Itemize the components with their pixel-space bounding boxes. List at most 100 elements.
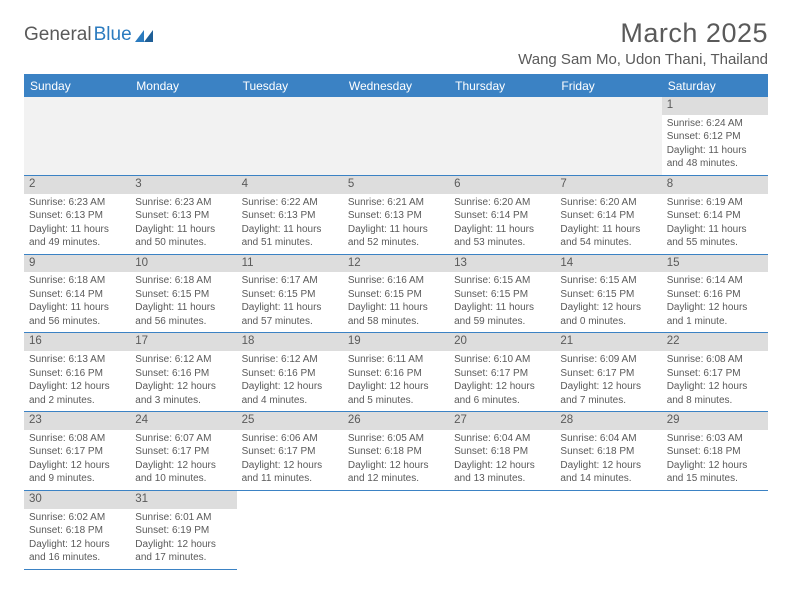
sunset-line: Sunset: 6:17 PM	[560, 367, 656, 381]
day-number: 18	[237, 333, 343, 351]
calendar-cell: 22Sunrise: 6:08 AMSunset: 6:17 PMDayligh…	[662, 333, 768, 412]
daylight-line: Daylight: 12 hours and 14 minutes.	[560, 459, 656, 486]
calendar-cell: 16Sunrise: 6:13 AMSunset: 6:16 PMDayligh…	[24, 333, 130, 412]
calendar-week-row: 9Sunrise: 6:18 AMSunset: 6:14 PMDaylight…	[24, 254, 768, 333]
sunset-line: Sunset: 6:16 PM	[135, 367, 231, 381]
sunrise-line: Sunrise: 6:11 AM	[348, 353, 444, 367]
sunrise-line: Sunrise: 6:18 AM	[135, 274, 231, 288]
sunrise-line: Sunrise: 6:04 AM	[454, 432, 550, 446]
day-number: 13	[449, 255, 555, 273]
day-number: 8	[662, 176, 768, 194]
day-number: 25	[237, 412, 343, 430]
daylight-line: Daylight: 12 hours and 6 minutes.	[454, 380, 550, 407]
calendar-cell: 28Sunrise: 6:04 AMSunset: 6:18 PMDayligh…	[555, 412, 661, 491]
day-details: Sunrise: 6:08 AMSunset: 6:17 PMDaylight:…	[24, 430, 130, 490]
day-details: Sunrise: 6:08 AMSunset: 6:17 PMDaylight:…	[662, 351, 768, 411]
day-details: Sunrise: 6:05 AMSunset: 6:18 PMDaylight:…	[343, 430, 449, 490]
calendar-cell: 10Sunrise: 6:18 AMSunset: 6:15 PMDayligh…	[130, 254, 236, 333]
day-details: Sunrise: 6:16 AMSunset: 6:15 PMDaylight:…	[343, 272, 449, 332]
daylight-line: Daylight: 12 hours and 7 minutes.	[560, 380, 656, 407]
daylight-line: Daylight: 11 hours and 53 minutes.	[454, 223, 550, 250]
calendar-cell: 30Sunrise: 6:02 AMSunset: 6:18 PMDayligh…	[24, 490, 130, 569]
day-details: Sunrise: 6:15 AMSunset: 6:15 PMDaylight:…	[449, 272, 555, 332]
sunset-line: Sunset: 6:15 PM	[242, 288, 338, 302]
day-details: Sunrise: 6:23 AMSunset: 6:13 PMDaylight:…	[130, 194, 236, 254]
sunset-line: Sunset: 6:14 PM	[667, 209, 763, 223]
sunrise-line: Sunrise: 6:15 AM	[560, 274, 656, 288]
sunset-line: Sunset: 6:14 PM	[29, 288, 125, 302]
daylight-line: Daylight: 12 hours and 8 minutes.	[667, 380, 763, 407]
daylight-line: Daylight: 11 hours and 50 minutes.	[135, 223, 231, 250]
day-details: Sunrise: 6:03 AMSunset: 6:18 PMDaylight:…	[662, 430, 768, 490]
calendar-cell: 27Sunrise: 6:04 AMSunset: 6:18 PMDayligh…	[449, 412, 555, 491]
sunset-line: Sunset: 6:17 PM	[667, 367, 763, 381]
header: GeneralBlue March 2025 Wang Sam Mo, Udon…	[24, 18, 768, 68]
calendar-cell: 14Sunrise: 6:15 AMSunset: 6:15 PMDayligh…	[555, 254, 661, 333]
day-number: 14	[555, 255, 661, 273]
sunrise-line: Sunrise: 6:18 AM	[29, 274, 125, 288]
sunrise-line: Sunrise: 6:24 AM	[667, 117, 763, 131]
day-number: 11	[237, 255, 343, 273]
sunrise-line: Sunrise: 6:15 AM	[454, 274, 550, 288]
sunset-line: Sunset: 6:18 PM	[29, 524, 125, 538]
calendar-cell: 18Sunrise: 6:12 AMSunset: 6:16 PMDayligh…	[237, 333, 343, 412]
sunrise-line: Sunrise: 6:20 AM	[560, 196, 656, 210]
calendar-cell: 12Sunrise: 6:16 AMSunset: 6:15 PMDayligh…	[343, 254, 449, 333]
calendar-cell: 19Sunrise: 6:11 AMSunset: 6:16 PMDayligh…	[343, 333, 449, 412]
day-number: 9	[24, 255, 130, 273]
day-details: Sunrise: 6:06 AMSunset: 6:17 PMDaylight:…	[237, 430, 343, 490]
daylight-line: Daylight: 12 hours and 4 minutes.	[242, 380, 338, 407]
day-number: 6	[449, 176, 555, 194]
title-block: March 2025 Wang Sam Mo, Udon Thani, Thai…	[518, 18, 768, 68]
day-number: 28	[555, 412, 661, 430]
day-details: Sunrise: 6:13 AMSunset: 6:16 PMDaylight:…	[24, 351, 130, 411]
calendar-cell	[24, 97, 130, 175]
day-details: Sunrise: 6:12 AMSunset: 6:16 PMDaylight:…	[237, 351, 343, 411]
calendar-cell: 2Sunrise: 6:23 AMSunset: 6:13 PMDaylight…	[24, 175, 130, 254]
sunrise-line: Sunrise: 6:21 AM	[348, 196, 444, 210]
daylight-line: Daylight: 12 hours and 5 minutes.	[348, 380, 444, 407]
weekday-header-row: Sunday Monday Tuesday Wednesday Thursday…	[24, 75, 768, 97]
daylight-line: Daylight: 12 hours and 1 minute.	[667, 301, 763, 328]
sunset-line: Sunset: 6:13 PM	[135, 209, 231, 223]
sunset-line: Sunset: 6:17 PM	[242, 445, 338, 459]
sunset-line: Sunset: 6:18 PM	[560, 445, 656, 459]
day-details: Sunrise: 6:19 AMSunset: 6:14 PMDaylight:…	[662, 194, 768, 254]
sunrise-line: Sunrise: 6:16 AM	[348, 274, 444, 288]
sunrise-line: Sunrise: 6:09 AM	[560, 353, 656, 367]
sunset-line: Sunset: 6:17 PM	[454, 367, 550, 381]
calendar-cell	[343, 97, 449, 175]
sunrise-line: Sunrise: 6:14 AM	[667, 274, 763, 288]
calendar-cell	[555, 490, 661, 569]
calendar-week-row: 23Sunrise: 6:08 AMSunset: 6:17 PMDayligh…	[24, 412, 768, 491]
calendar-cell	[130, 97, 236, 175]
daylight-line: Daylight: 12 hours and 0 minutes.	[560, 301, 656, 328]
day-details: Sunrise: 6:04 AMSunset: 6:18 PMDaylight:…	[555, 430, 661, 490]
day-details: Sunrise: 6:22 AMSunset: 6:13 PMDaylight:…	[237, 194, 343, 254]
sunset-line: Sunset: 6:14 PM	[560, 209, 656, 223]
day-number: 31	[130, 491, 236, 509]
daylight-line: Daylight: 12 hours and 9 minutes.	[29, 459, 125, 486]
sunset-line: Sunset: 6:16 PM	[667, 288, 763, 302]
calendar-cell: 17Sunrise: 6:12 AMSunset: 6:16 PMDayligh…	[130, 333, 236, 412]
day-number: 2	[24, 176, 130, 194]
sunset-line: Sunset: 6:15 PM	[560, 288, 656, 302]
weekday-header: Wednesday	[343, 75, 449, 97]
calendar-table: Sunday Monday Tuesday Wednesday Thursday…	[24, 75, 768, 570]
sunset-line: Sunset: 6:19 PM	[135, 524, 231, 538]
calendar-cell	[237, 490, 343, 569]
sunrise-line: Sunrise: 6:17 AM	[242, 274, 338, 288]
daylight-line: Daylight: 11 hours and 52 minutes.	[348, 223, 444, 250]
calendar-cell: 25Sunrise: 6:06 AMSunset: 6:17 PMDayligh…	[237, 412, 343, 491]
day-details: Sunrise: 6:07 AMSunset: 6:17 PMDaylight:…	[130, 430, 236, 490]
day-number: 5	[343, 176, 449, 194]
day-number: 4	[237, 176, 343, 194]
sunset-line: Sunset: 6:13 PM	[348, 209, 444, 223]
sunrise-line: Sunrise: 6:08 AM	[667, 353, 763, 367]
day-details: Sunrise: 6:21 AMSunset: 6:13 PMDaylight:…	[343, 194, 449, 254]
sunrise-line: Sunrise: 6:08 AM	[29, 432, 125, 446]
logo-text-blue: Blue	[94, 24, 132, 46]
calendar-cell: 29Sunrise: 6:03 AMSunset: 6:18 PMDayligh…	[662, 412, 768, 491]
calendar-week-row: 16Sunrise: 6:13 AMSunset: 6:16 PMDayligh…	[24, 333, 768, 412]
day-details: Sunrise: 6:10 AMSunset: 6:17 PMDaylight:…	[449, 351, 555, 411]
